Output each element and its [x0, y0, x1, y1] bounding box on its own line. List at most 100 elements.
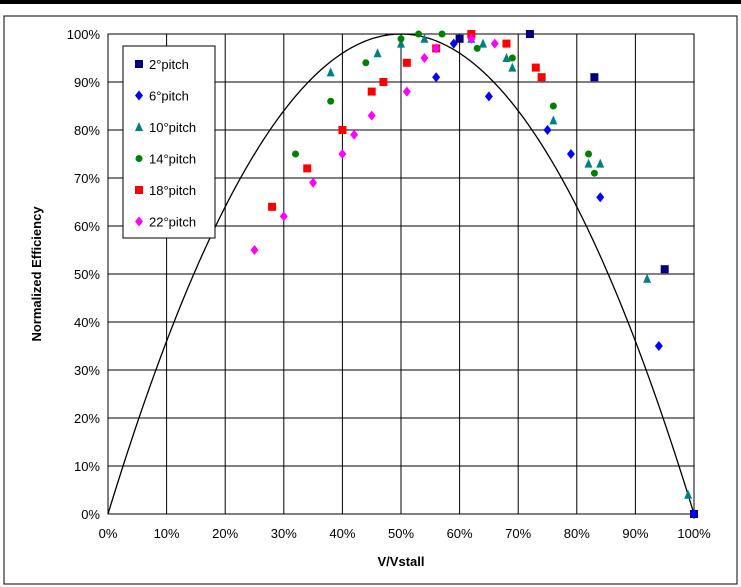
legend-marker [135, 90, 143, 101]
data-point [415, 30, 423, 38]
x-tick-label: 20% [212, 526, 238, 541]
data-point [432, 72, 441, 83]
data-point [309, 177, 318, 188]
series-3 [292, 30, 598, 177]
legend-marker [135, 122, 143, 131]
legend-label: 22°pitch [149, 215, 196, 230]
y-tick-label: 70% [74, 171, 100, 186]
data-point [684, 489, 693, 499]
data-point [584, 158, 593, 168]
data-point [326, 67, 335, 77]
series-1 [432, 38, 698, 519]
data-point [279, 211, 288, 222]
data-point [508, 62, 517, 72]
legend-box [122, 45, 216, 239]
y-tick-label: 40% [74, 315, 100, 330]
legend-marker [135, 216, 143, 227]
data-point [455, 34, 464, 43]
data-point [590, 169, 598, 177]
y-tick-label: 20% [74, 411, 100, 426]
top-clipped-labels [0, 0, 741, 4]
data-point [449, 38, 458, 49]
data-point [432, 43, 441, 54]
data-point [690, 509, 698, 519]
fit-curve-group [107, 33, 695, 515]
data-point [490, 38, 499, 49]
data-point [438, 30, 446, 38]
data-point [596, 192, 605, 203]
x-tick-label: 70% [505, 526, 531, 541]
data-point [420, 53, 429, 63]
y-tick-label: 60% [74, 219, 100, 234]
legend-label: 10°pitch [149, 120, 196, 135]
data-point [537, 73, 546, 82]
x-tick-label: 0% [99, 526, 118, 541]
x-tick-label: 40% [329, 526, 355, 541]
data-point [367, 87, 376, 96]
data-point [467, 33, 476, 44]
data-point [543, 125, 552, 135]
y-tick-label: 50% [74, 267, 100, 282]
data-point [292, 150, 300, 158]
y-axis-title: Normalized Efficiency [29, 206, 44, 342]
data-point [303, 164, 312, 173]
data-point [549, 115, 558, 125]
data-point [479, 38, 488, 48]
data-point [502, 39, 511, 48]
data-point [379, 78, 388, 86]
y-tick-label: 90% [74, 75, 100, 90]
y-tick-label: 100% [67, 27, 101, 42]
data-point [549, 102, 557, 110]
data-point [654, 341, 663, 351]
series-5 [250, 33, 499, 255]
data-point [327, 97, 335, 105]
x-tick-label: 50% [388, 526, 414, 541]
data-point [596, 158, 605, 168]
data-point [268, 202, 277, 211]
x-tick-label: 90% [622, 526, 648, 541]
data-point [350, 129, 359, 140]
data-point [338, 126, 347, 134]
y-tick-label: 80% [74, 123, 100, 138]
y-tick-labels: 0% 10% 20% 30% 40% 50% 60% 70% 80% 90% 100% [67, 27, 101, 522]
series-2 [326, 33, 693, 499]
data-point [590, 73, 599, 82]
legend-label: 14°pitch [149, 152, 196, 167]
y-tick-label: 30% [74, 363, 100, 378]
data-point [362, 59, 370, 67]
data-point [397, 35, 405, 43]
data-point [250, 245, 259, 255]
data-point [397, 38, 405, 48]
x-tick-label: 60% [447, 526, 473, 541]
data-point [402, 58, 411, 67]
data-point [473, 44, 481, 52]
x-tick-label: 10% [154, 526, 180, 541]
legend: 2°pitch 6°pitch 10°pitch 14°pitch 18°pitch 22… [122, 45, 216, 239]
data-point [585, 150, 593, 158]
data-point [484, 91, 493, 102]
data-point [660, 265, 669, 274]
legend-marker [135, 186, 143, 194]
x-axis-title: V/Vstall [378, 554, 425, 569]
legend-marker [135, 60, 143, 68]
x-tick-labels: 0% 10% 20% 30% 40% 50% 60% 70% 80% 90% 100% [99, 526, 711, 541]
x-tick-label: 80% [564, 526, 590, 541]
data-point [566, 149, 575, 159]
data-point [531, 63, 540, 72]
data-point [502, 53, 511, 62]
data-points [250, 30, 698, 519]
data-point [643, 273, 652, 283]
data-point [508, 54, 516, 62]
data-point [367, 110, 376, 121]
legend-label: 2°pitch [149, 57, 189, 72]
x-tick-label: 30% [271, 526, 297, 541]
fit-curve [107, 33, 695, 515]
data-point [525, 30, 534, 38]
x-tick-label: 100% [677, 526, 711, 541]
legend-label: 18°pitch [149, 183, 196, 198]
legend-marker [135, 155, 143, 162]
y-tick-label: 10% [74, 459, 100, 474]
y-tick-label: 0% [81, 507, 100, 522]
legend-label: 6°pitch [149, 89, 189, 104]
